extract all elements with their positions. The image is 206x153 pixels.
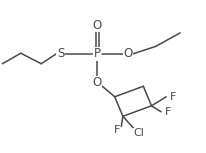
- Text: F: F: [113, 125, 119, 135]
- Text: Cl: Cl: [133, 128, 144, 138]
- Text: O: O: [92, 19, 102, 32]
- Text: F: F: [169, 92, 175, 102]
- Text: O: O: [123, 47, 132, 60]
- Text: S: S: [57, 47, 64, 60]
- Text: O: O: [92, 76, 102, 89]
- Text: P: P: [93, 47, 100, 60]
- Text: F: F: [164, 107, 170, 117]
